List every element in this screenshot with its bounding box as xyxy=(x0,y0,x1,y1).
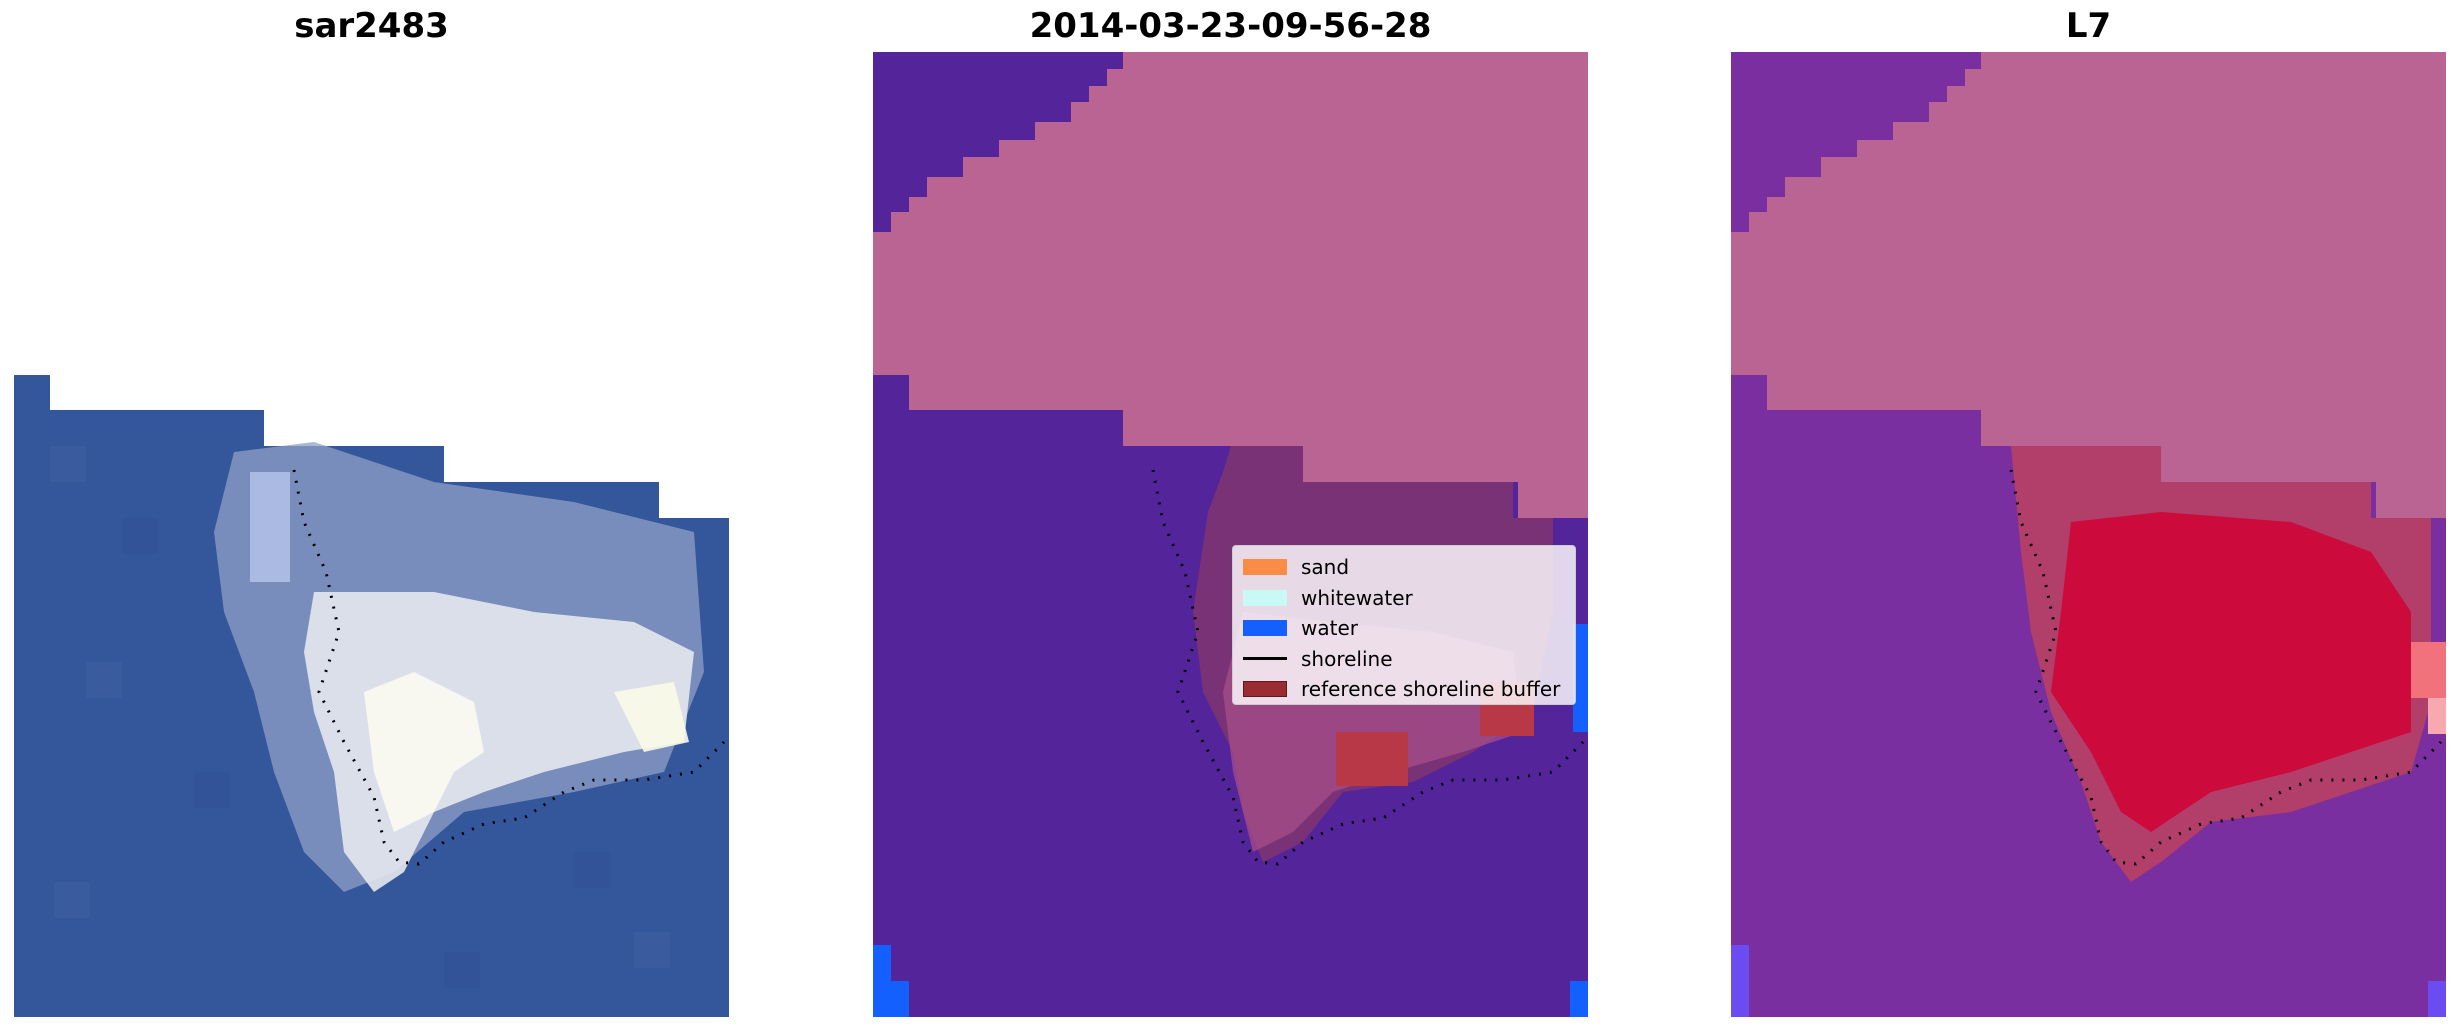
panel-title-rgb: sar2483 xyxy=(294,6,449,46)
legend-label-whitewater: whitewater xyxy=(1301,585,1413,610)
index-image xyxy=(1731,52,2446,1017)
classified-land xyxy=(873,52,1588,518)
classified-water-blue-4 xyxy=(1570,981,1588,1017)
panel-title-classification: 2014-03-23-09-56-28 xyxy=(1029,6,1432,46)
index-blue-1 xyxy=(1731,945,1749,1017)
legend-label-shoreline: shoreline xyxy=(1301,646,1393,671)
index-sand xyxy=(2051,512,2411,832)
legend-label-water: water xyxy=(1301,616,1358,641)
classified-buffer-1 xyxy=(1336,732,1408,786)
legend-item-sand: sand xyxy=(1243,552,1565,583)
rgb-image-panel xyxy=(14,52,729,1017)
classified-water-blue-2 xyxy=(873,945,891,1017)
legend-swatch-buffer xyxy=(1243,681,1287,698)
legend: sand whitewater water shoreline referenc… xyxy=(1232,545,1576,705)
classification-image xyxy=(873,52,1588,1017)
rgb-cloud-bright xyxy=(364,672,484,832)
classified-water-blue-3 xyxy=(891,981,909,1017)
legend-item-shoreline: shoreline xyxy=(1243,644,1565,675)
legend-item-reference-shoreline-buffer: reference shoreline buffer xyxy=(1243,674,1565,705)
legend-swatch-water xyxy=(1243,620,1287,637)
classified-water-blue-1 xyxy=(1573,624,1588,732)
legend-item-whitewater: whitewater xyxy=(1243,583,1565,614)
rgb-cloud-bright-2 xyxy=(614,682,689,752)
legend-swatch-sand xyxy=(1243,559,1287,576)
index-land xyxy=(1731,52,2446,518)
legend-swatch-shoreline xyxy=(1243,657,1287,661)
index-blue-2 xyxy=(2428,981,2446,1017)
index-panel xyxy=(1731,52,2446,1017)
legend-item-water: water xyxy=(1243,613,1565,644)
legend-label-buffer: reference shoreline buffer xyxy=(1301,677,1561,702)
rgb-texture xyxy=(50,446,670,988)
legend-swatch-whitewater xyxy=(1243,589,1287,606)
index-edge-pink xyxy=(2411,642,2446,698)
classification-panel xyxy=(873,52,1588,1017)
panel-title-index: L7 xyxy=(2065,6,2112,46)
index-edge-light xyxy=(2428,698,2446,734)
rgb-highlight xyxy=(250,472,290,582)
rgb-image xyxy=(14,375,729,1017)
legend-label-sand: sand xyxy=(1301,555,1350,580)
